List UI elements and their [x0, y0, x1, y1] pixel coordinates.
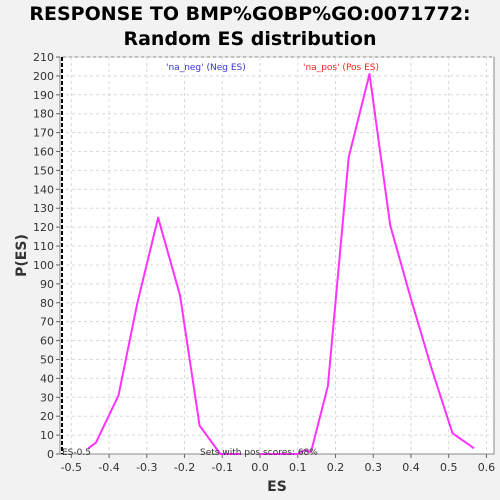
x-axis-title: ES	[267, 479, 287, 495]
y-tick-label: 190	[33, 89, 54, 102]
y-tick-label: 110	[33, 240, 54, 253]
x-tick-label: 0.6	[478, 461, 496, 474]
plot-area	[59, 56, 495, 455]
x-tick-label: -0.1	[212, 461, 233, 474]
grid-lines	[60, 56, 494, 454]
x-tick-label: 0.0	[251, 461, 269, 474]
series-line-pos	[260, 73, 475, 455]
y-tick-label: 150	[33, 164, 54, 177]
x-tick-label: -0.2	[174, 461, 195, 474]
y-tick-label: 80	[40, 297, 54, 310]
y-tick-label: 100	[33, 259, 54, 272]
legend-pos-label: 'na_pos' (Pos ES)	[303, 63, 379, 73]
x-tick-label: 0.4	[402, 461, 420, 474]
chart-title-line-1: RESPONSE TO BMP%GOBP%GO:0071772:	[29, 3, 471, 25]
x-tick-label: 0.3	[364, 461, 382, 474]
series-line-neg	[87, 216, 242, 455]
y-tick-label: 20	[40, 410, 54, 423]
x-tick-label: 0.5	[440, 461, 458, 474]
x-axis-ticks: -0.5 -0.4 -0.3 -0.2 -0.1 0.0 0.1 0.2 0.3 0.4 0.5 0.…	[61, 454, 496, 474]
y-tick-label: 0	[47, 448, 54, 461]
y-tick-label: 90	[40, 278, 54, 291]
y-tick-label: 130	[33, 202, 54, 215]
y-tick-label: 70	[40, 316, 54, 329]
x-tick-label: -0.5	[61, 461, 82, 474]
y-tick-label: 30	[40, 391, 54, 404]
y-tick-label: 200	[33, 70, 54, 83]
y-tick-label: 60	[40, 335, 54, 348]
series-lines	[87, 73, 475, 455]
y-tick-label: 180	[33, 108, 54, 121]
legend-neg-label: 'na_neg' (Neg ES)	[166, 63, 246, 73]
y-tick-label: 50	[40, 353, 54, 366]
y-tick-label: 160	[33, 146, 54, 159]
y-tick-label: 170	[33, 127, 54, 140]
x-tick-label: 0.1	[289, 461, 307, 474]
y-axis-title: P(ES)	[14, 234, 30, 277]
sets-with-pos-scores-note: Sets with pos scores: 68%	[200, 448, 318, 458]
y-tick-label: 10	[40, 429, 54, 442]
x-tick-label: -0.3	[136, 461, 157, 474]
y-tick-label: 140	[33, 183, 54, 196]
y-tick-label: 210	[33, 51, 54, 64]
chart-title: RESPONSE TO BMP%GOBP%GO:0071772: Random …	[0, 2, 500, 52]
y-tick-label: 120	[33, 221, 54, 234]
y-tick-label: 40	[40, 372, 54, 385]
chart-title-line-2: Random ES distribution	[123, 28, 377, 50]
x-tick-label: 0.2	[327, 461, 345, 474]
es-marker-label: ES-0.5	[62, 448, 91, 458]
y-axis-ticks: 0 10 20 30 40 50 60 70 80 90 100 110 120 130 140 150 160…	[33, 51, 60, 461]
x-tick-label: -0.4	[98, 461, 119, 474]
